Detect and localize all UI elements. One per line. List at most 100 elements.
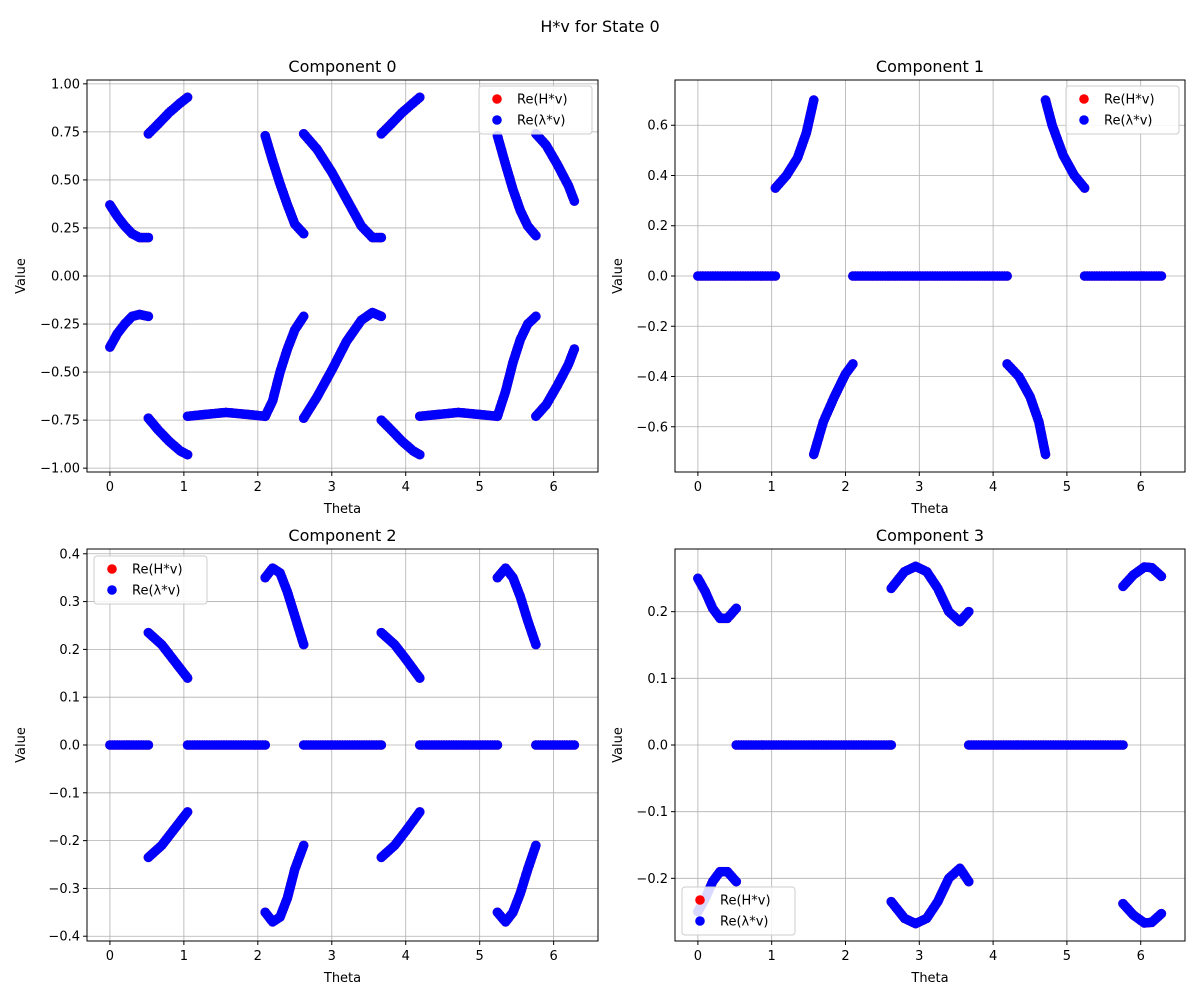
y-tick-label: −0.4 — [636, 370, 668, 385]
point-re-lambda-v — [731, 876, 742, 887]
y-tick-label: 0.00 — [51, 270, 80, 285]
point-re-lambda-v — [143, 311, 154, 322]
legend-marker-re-lambda-v — [695, 916, 705, 926]
x-tick-label: 2 — [841, 949, 849, 964]
x-tick-label: 1 — [180, 480, 188, 495]
y-tick-label: −0.2 — [636, 872, 668, 887]
legend-marker-re-lambda-v — [492, 115, 502, 125]
point-re-lambda-v — [298, 311, 309, 322]
y-tick-label: 0.25 — [51, 221, 80, 236]
y-tick-label: −0.4 — [48, 930, 80, 945]
y-tick-label: −0.2 — [636, 320, 668, 335]
point-re-lambda-v — [260, 740, 271, 750]
point-re-lambda-v — [1156, 271, 1167, 281]
legend-label: Re(λ*v) — [720, 915, 768, 930]
point-re-lambda-v — [569, 344, 580, 354]
subplot-title: Component 1 — [876, 57, 984, 76]
legend-marker-re-h-v — [695, 895, 705, 905]
subplot-title: Component 0 — [288, 57, 396, 76]
y-tick-label: 0.2 — [647, 219, 668, 234]
point-re-lambda-v — [492, 740, 503, 750]
point-re-lambda-v — [298, 228, 309, 239]
x-tick-label: 4 — [989, 949, 997, 964]
point-re-lambda-v — [1040, 449, 1051, 460]
data-points — [105, 563, 580, 927]
legend-box — [681, 886, 796, 936]
point-re-lambda-v — [808, 95, 819, 105]
y-tick-label: 0.50 — [51, 173, 80, 188]
x-tick-label: 5 — [476, 480, 484, 495]
legend-label: Re(H*v) — [517, 93, 568, 108]
y-axis-label: Value — [611, 258, 626, 294]
x-tick-label: 5 — [476, 949, 484, 964]
point-re-lambda-v — [182, 92, 193, 103]
x-axis-label: Theta — [910, 971, 948, 986]
point-re-lambda-v — [886, 740, 897, 750]
point-re-lambda-v — [298, 840, 309, 851]
legend: Re(H*v) Re(λ*v) — [93, 555, 208, 605]
legend-box — [93, 555, 208, 605]
point-re-lambda-v — [531, 840, 541, 851]
x-tick-label: 2 — [254, 949, 262, 964]
y-axis-label: Value — [14, 727, 29, 763]
legend-label: Re(λ*v) — [517, 114, 565, 129]
legend-label: Re(λ*v) — [1104, 114, 1152, 129]
y-tick-label: 0.0 — [647, 739, 668, 754]
point-re-lambda-v — [182, 673, 193, 683]
legend-marker-re-lambda-v — [1079, 115, 1089, 125]
x-axis-label: Theta — [910, 502, 948, 517]
x-tick-label: 3 — [915, 480, 923, 495]
x-tick-label: 2 — [841, 480, 849, 495]
y-tick-label: −1.00 — [40, 462, 80, 477]
y-tick-label: 0.4 — [59, 547, 80, 562]
point-re-lambda-v — [1156, 908, 1167, 919]
data-points — [693, 95, 1167, 460]
subplot-title: Component 2 — [288, 526, 396, 545]
legend-marker-re-h-v — [1079, 94, 1089, 104]
subplot-title: Component 3 — [876, 526, 984, 545]
x-tick-label: 3 — [328, 480, 336, 495]
legend-marker-re-h-v — [107, 564, 117, 574]
legend-label: Re(H*v) — [1104, 93, 1155, 108]
x-tick-label: 4 — [402, 480, 410, 495]
x-tick-label: 3 — [915, 949, 923, 964]
legend-label: Re(H*v) — [132, 563, 183, 578]
y-tick-label: 0.1 — [59, 691, 80, 706]
y-tick-label: 0.2 — [647, 605, 668, 620]
point-re-lambda-v — [182, 807, 193, 817]
x-tick-label: 1 — [180, 949, 188, 964]
x-tick-label: 2 — [254, 480, 262, 495]
point-re-lambda-v — [770, 271, 781, 281]
point-re-lambda-v — [1079, 183, 1090, 193]
x-axis-label: Theta — [323, 502, 361, 517]
point-re-lambda-v — [963, 606, 974, 617]
x-tick-label: 4 — [989, 480, 997, 495]
point-re-lambda-v — [569, 740, 580, 750]
y-axis-label: Value — [14, 258, 29, 294]
x-tick-label: 6 — [1137, 949, 1145, 964]
legend-box — [478, 85, 593, 135]
point-re-lambda-v — [298, 639, 309, 650]
x-tick-label: 4 — [402, 949, 410, 964]
x-axis-label: Theta — [323, 971, 361, 986]
point-re-lambda-v — [531, 639, 541, 650]
point-re-lambda-v — [143, 232, 154, 243]
y-tick-label: 0.0 — [59, 739, 80, 754]
legend-label: Re(λ*v) — [132, 584, 180, 599]
point-re-lambda-v — [376, 311, 387, 322]
y-tick-label: 0.0 — [647, 270, 668, 285]
legend-label: Re(H*v) — [720, 894, 771, 909]
x-tick-label: 1 — [768, 480, 776, 495]
subplot-component-3: 0 1 2 3 4 5 6 −0.2 −0.1 0.0 0.1 0.2 Component 3 Theta… — [611, 526, 1186, 986]
y-tick-label: −0.25 — [40, 318, 80, 333]
x-tick-label: 0 — [106, 949, 114, 964]
y-tick-label: 0.1 — [647, 672, 668, 687]
x-tick-label: 0 — [694, 949, 702, 964]
subplot-component-2: 0 1 2 3 4 5 6 −0.4 −0.3 −0.2 −0.1 0.0 0.1 0.2 0.3 0.4 Co… — [14, 526, 599, 986]
point-re-lambda-v — [182, 449, 193, 460]
x-tick-label: 5 — [1063, 480, 1071, 495]
x-tick-label: 6 — [549, 949, 557, 964]
point-re-lambda-v — [1156, 571, 1167, 582]
legend-marker-re-lambda-v — [107, 585, 117, 595]
